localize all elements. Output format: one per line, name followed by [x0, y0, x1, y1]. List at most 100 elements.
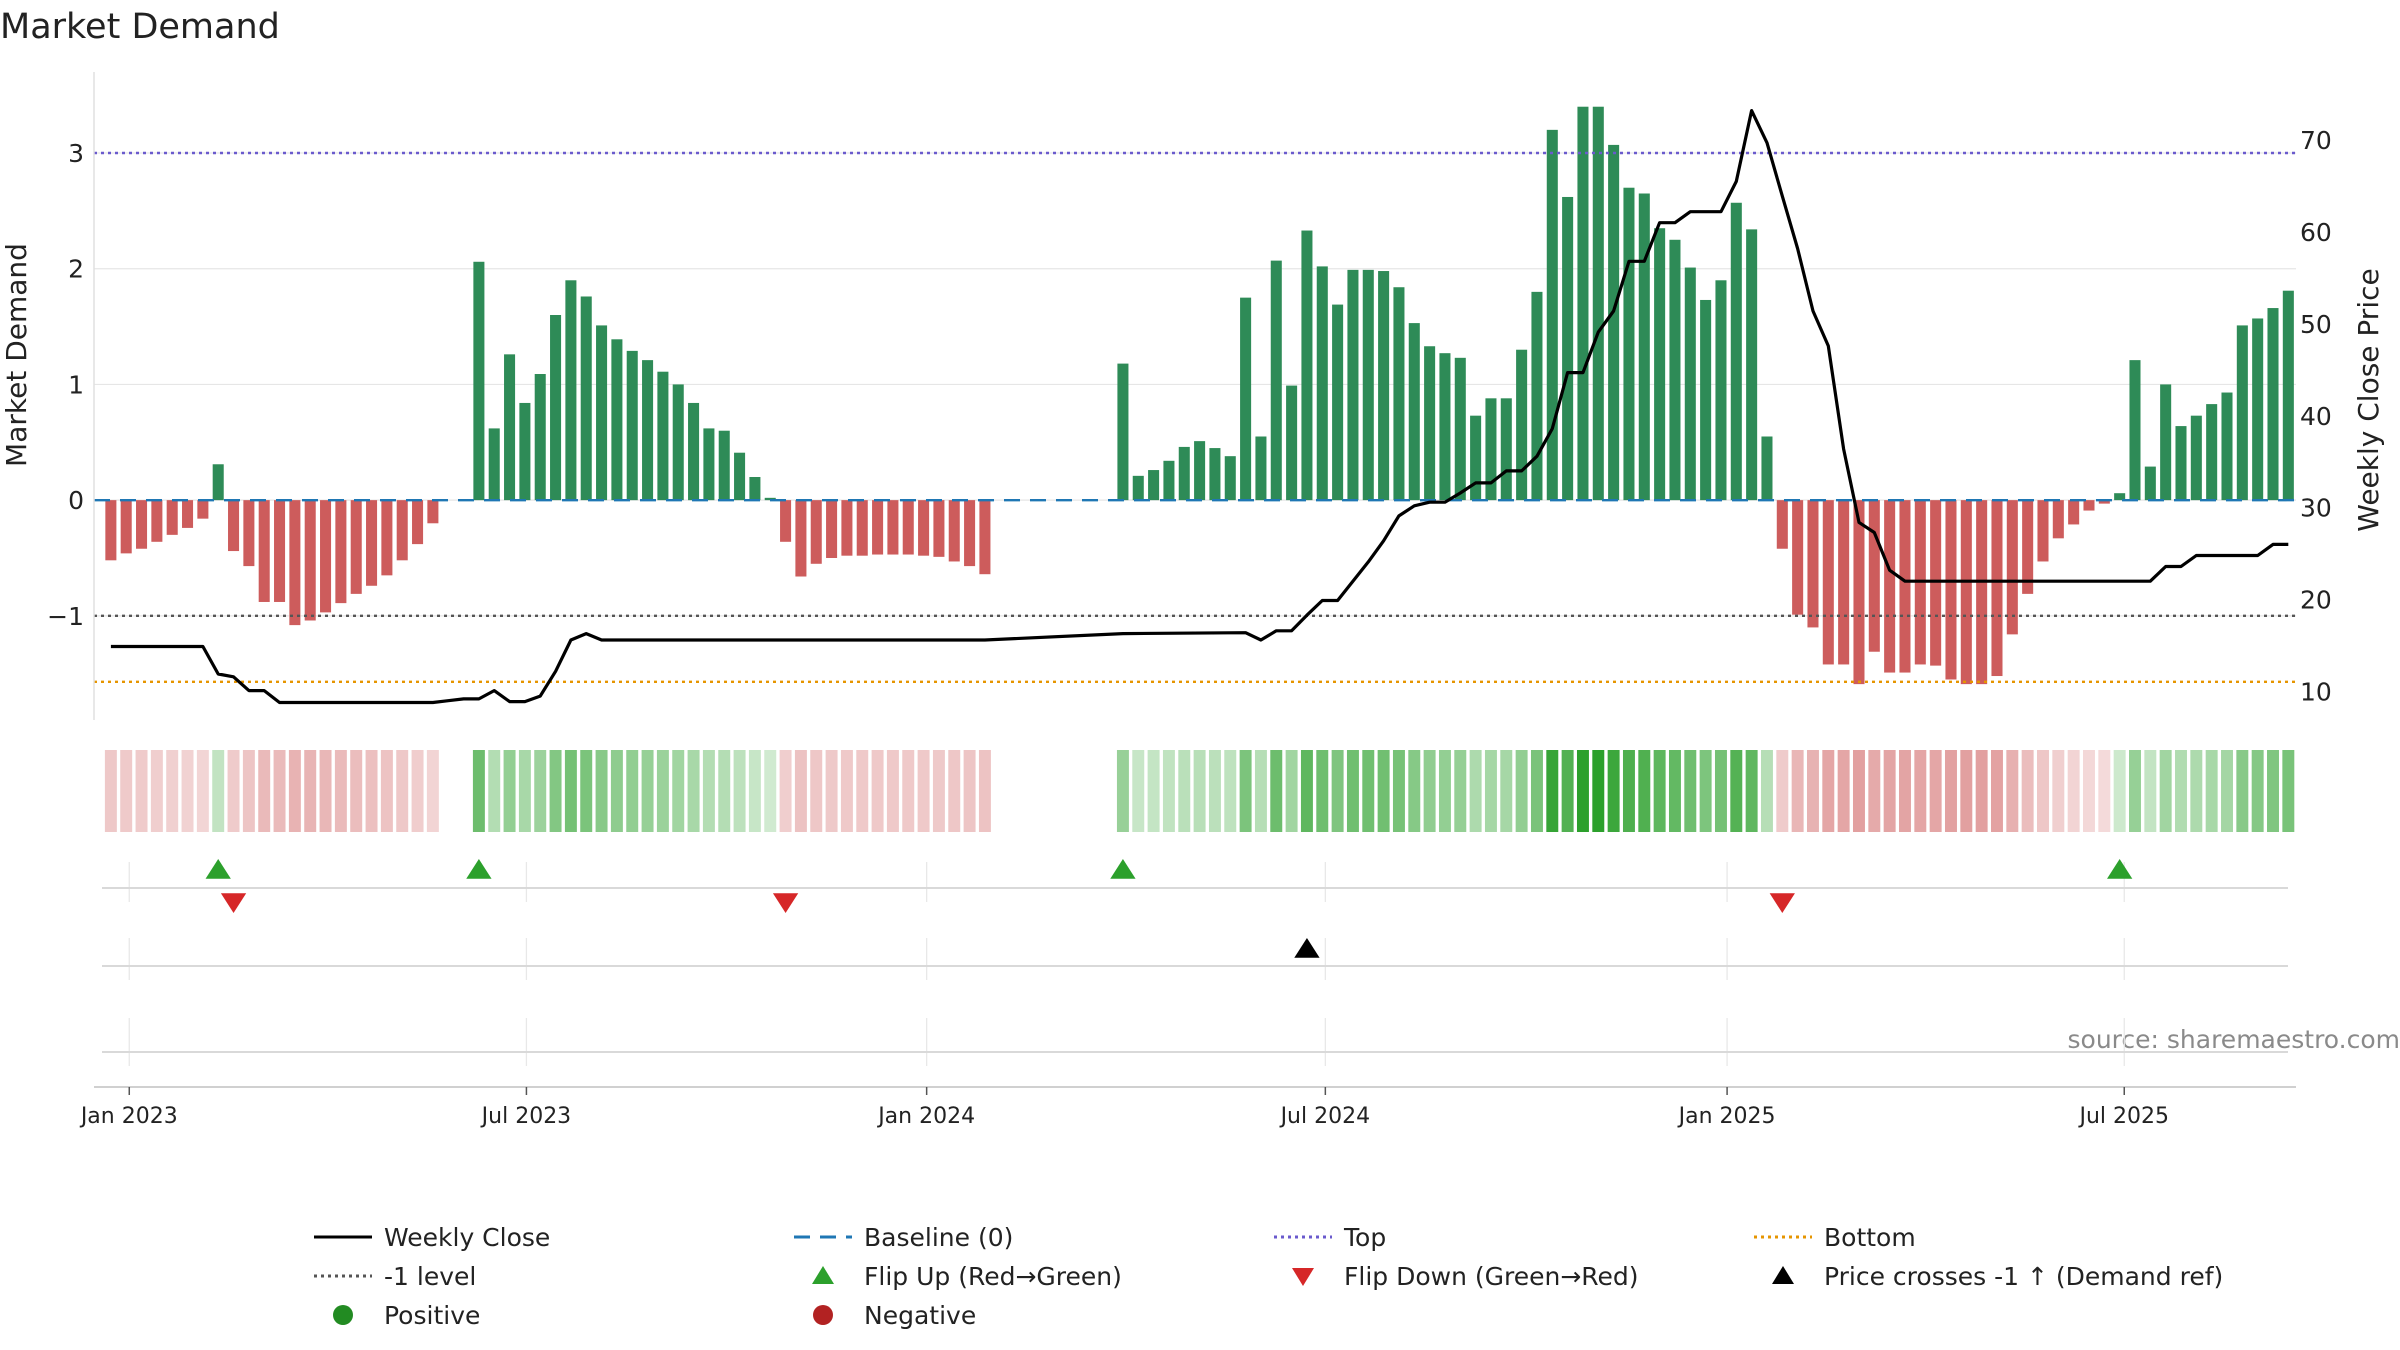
demand-bar-negative [412, 500, 424, 545]
heat-cell [2159, 750, 2172, 832]
heat-cell [1776, 750, 1789, 832]
demand-bar-negative [1792, 500, 1804, 615]
heat-cell [595, 750, 608, 832]
heat-cell [273, 750, 286, 832]
demand-bar-negative [1776, 500, 1788, 549]
right-tick-label: 40 [2300, 402, 2332, 431]
heat-cell [212, 750, 225, 832]
demand-bar-positive [1592, 106, 1604, 501]
demand-bar-positive [1240, 297, 1252, 501]
heat-cell [1484, 750, 1497, 832]
demand-bar-positive [1546, 129, 1558, 501]
demand-bar-positive [1255, 436, 1267, 501]
demand-bar-positive [1669, 239, 1681, 501]
demand-bar-negative [258, 500, 270, 602]
heat-cell [2251, 750, 2264, 832]
heat-cell [120, 750, 133, 832]
heat-cell [1745, 750, 1758, 832]
legend-label: Weekly Close [384, 1223, 550, 1252]
demand-bar-positive [1117, 363, 1129, 501]
demand-bar-negative [274, 500, 286, 602]
demand-bar-positive [749, 477, 761, 501]
heat-cell [1408, 750, 1421, 832]
demand-bar-negative [2037, 500, 2049, 562]
legend-swatch-dot [813, 1305, 833, 1325]
demand-bar-negative [105, 500, 117, 561]
heat-cell [1760, 750, 1773, 832]
heat-cell [1377, 750, 1390, 832]
heat-cell [1162, 750, 1175, 832]
heat-cell [2236, 750, 2249, 832]
demand-bar-positive [1378, 271, 1390, 501]
demand-bar-positive [1654, 228, 1666, 501]
demand-bar-positive [2144, 466, 2156, 501]
demand-bar-positive [1209, 448, 1221, 501]
demand-bar-positive [1178, 446, 1190, 501]
demand-heat-strip [104, 750, 2295, 832]
heat-cell [288, 750, 301, 832]
heat-cell [687, 750, 700, 832]
demand-bar-negative [320, 500, 332, 613]
demand-bar-negative [964, 500, 976, 567]
heat-cell [1822, 750, 1835, 832]
demand-bar-positive [2129, 360, 2141, 501]
heat-cell [917, 750, 930, 832]
heat-cell [1438, 750, 1451, 832]
heat-cell [227, 750, 240, 832]
flip-up-marker [466, 859, 492, 879]
heat-cell [564, 750, 577, 832]
heat-cell [1714, 750, 1727, 832]
legend-swatch-tri-up [1772, 1266, 1794, 1284]
demand-bar-positive [672, 384, 684, 501]
heat-cell [1362, 750, 1375, 832]
heat-cell [1730, 750, 1743, 832]
legend: Weekly Close Baseline (0) Top Bottom -1 leve… [314, 1223, 2223, 1330]
heat-cell [641, 750, 654, 832]
demand-bar-positive [1608, 144, 1620, 501]
heat-cell [196, 750, 209, 832]
demand-bar-positive [1761, 436, 1773, 501]
demand-bar-positive [504, 354, 516, 501]
demand-bar-positive [2190, 415, 2202, 501]
weekly-close-line [110, 108, 2289, 705]
demand-bar-positive [1730, 202, 1742, 501]
demand-bar-negative [2052, 500, 2064, 539]
heat-cell [626, 750, 639, 832]
left-tick-label: −1 [47, 602, 84, 631]
heat-cell [426, 750, 439, 832]
demand-bar-negative [948, 500, 960, 562]
demand-bar-positive [596, 325, 608, 501]
right-tick-label: 20 [2300, 586, 2332, 615]
heat-cell [1346, 750, 1359, 832]
demand-bar-positive [488, 428, 500, 501]
right-tick-label: 60 [2300, 218, 2332, 247]
heat-cell [840, 750, 853, 832]
heat-cell [2221, 750, 2233, 832]
heat-cell [810, 750, 823, 832]
x-tick-label: Jul 2025 [2077, 1104, 2169, 1129]
heat-cell [871, 750, 884, 832]
demand-bar-negative [151, 500, 163, 542]
flip-up-marker [2107, 859, 2133, 879]
demand-bar-positive [2114, 493, 2126, 501]
demand-bar-positive [550, 315, 562, 501]
heat-cell [242, 750, 255, 832]
heat-cell [1132, 750, 1145, 832]
demand-bar-negative [2068, 500, 2080, 525]
flip-down-marker [1769, 893, 1795, 913]
heat-cell [733, 750, 746, 832]
heat-cell [2021, 750, 2034, 832]
heat-cell [1622, 750, 1635, 832]
right-axis-label: Weekly Close Price [2352, 268, 2385, 531]
demand-bar-negative [780, 500, 792, 542]
demand-bar-positive [2252, 318, 2264, 501]
heat-cell [2037, 750, 2049, 832]
heat-cell [948, 750, 961, 832]
heat-cell [503, 750, 516, 832]
heat-cell [1561, 750, 1574, 832]
right-tick-label: 10 [2300, 678, 2332, 707]
demand-bar-negative [136, 500, 148, 549]
heat-cell [1239, 750, 1252, 832]
legend-label: Positive [384, 1301, 480, 1330]
heat-cell [1883, 750, 1896, 832]
